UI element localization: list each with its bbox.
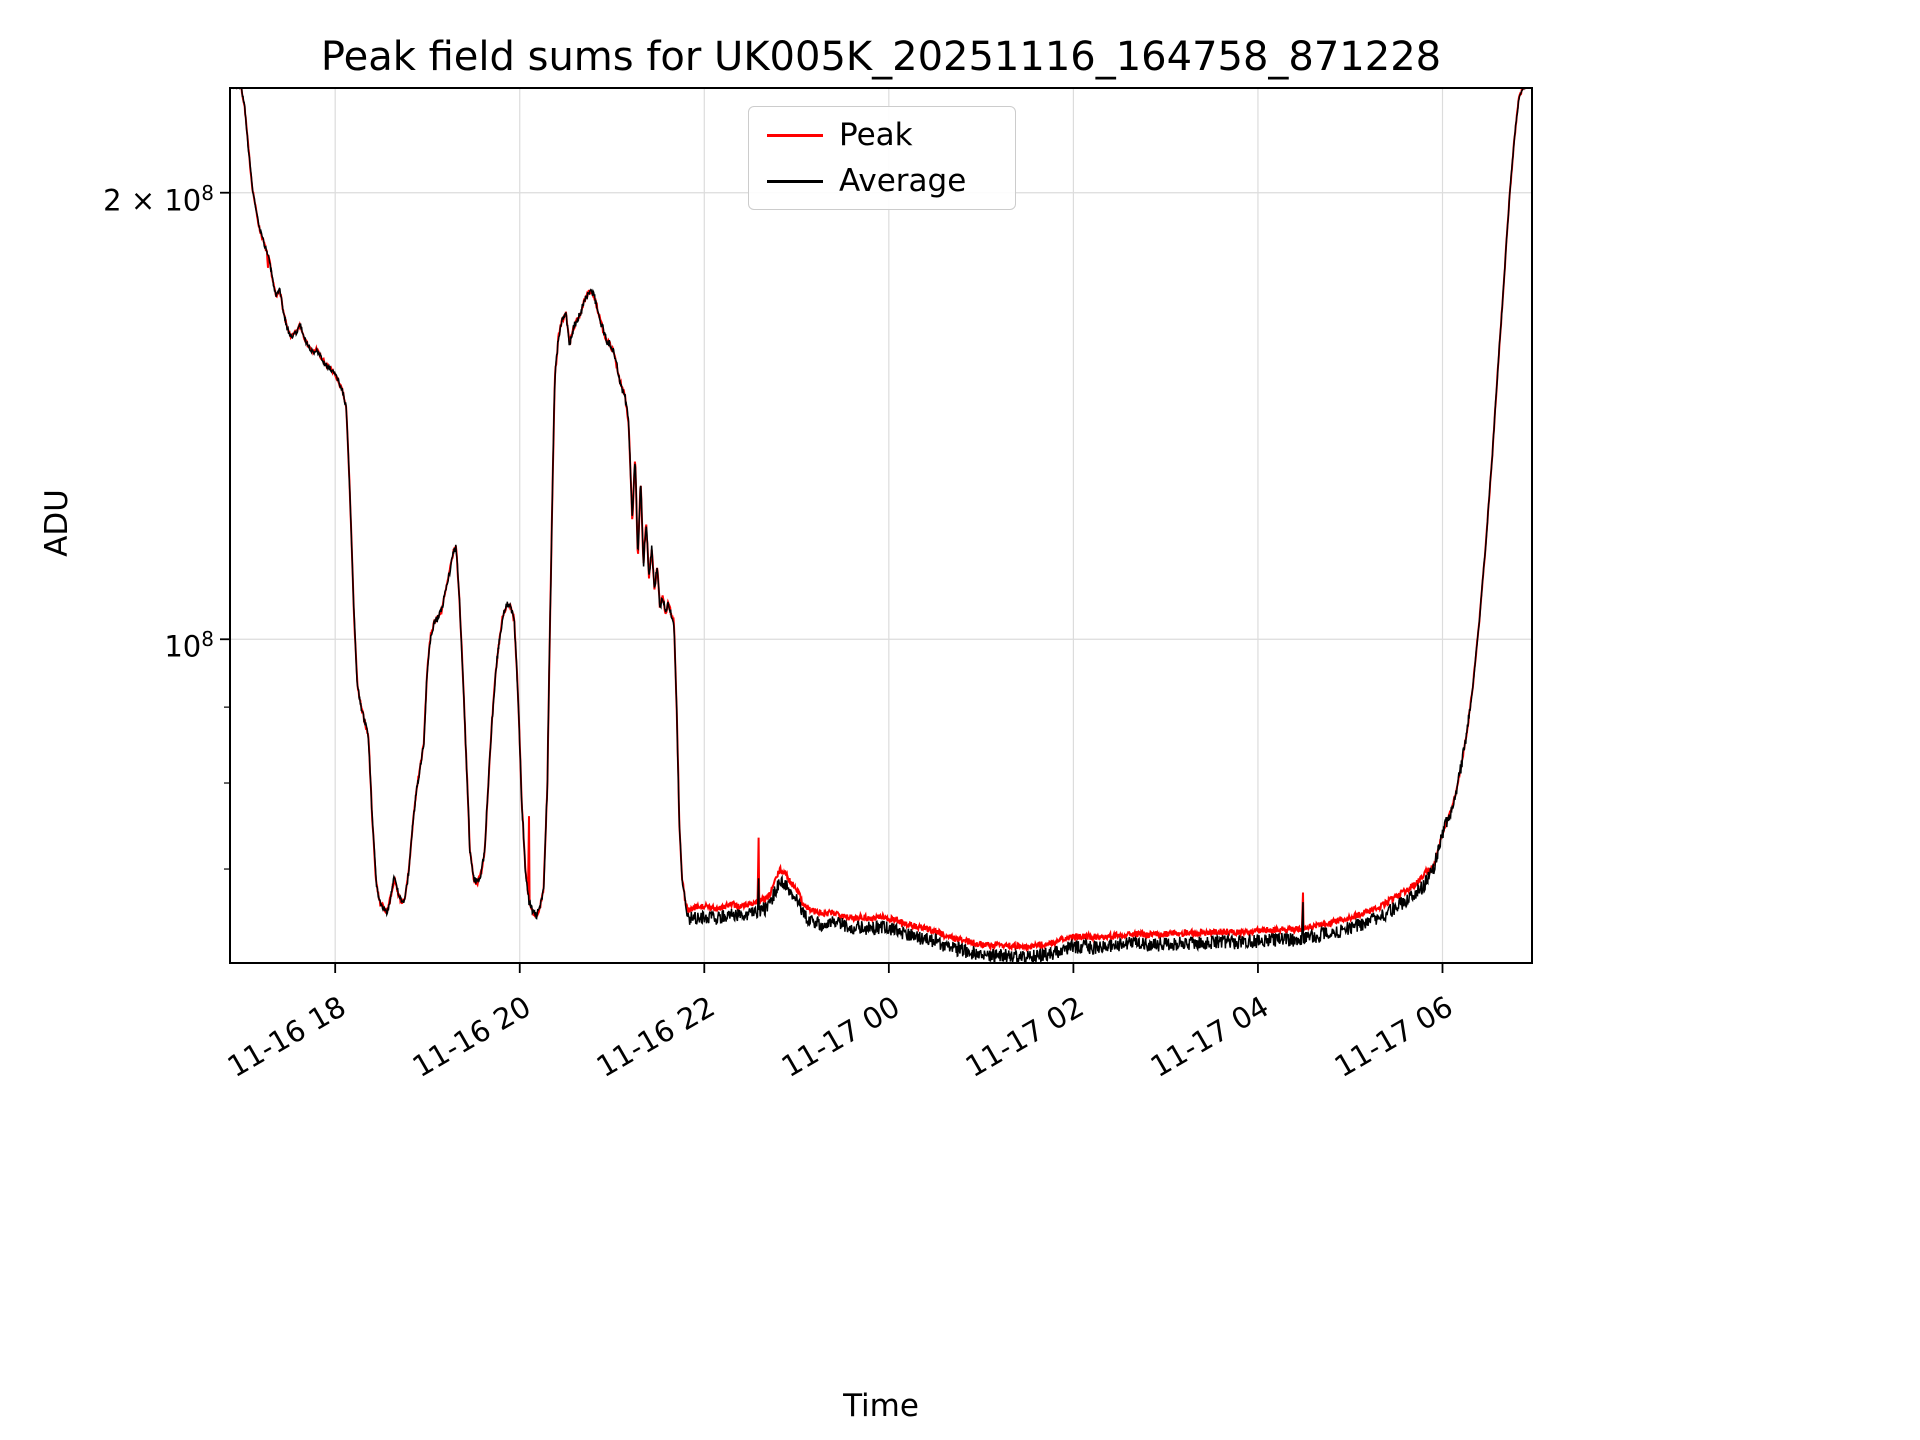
series-peak-line — [230, 88, 1532, 953]
y-axis-label: ADU — [39, 489, 75, 557]
legend-entry-peak: Peak — [767, 117, 1015, 153]
y-tick-label: 2 × 108 — [103, 180, 214, 218]
legend-entry-average: Average — [767, 163, 1015, 199]
legend-label: Peak — [839, 117, 913, 153]
y-tick-label: 108 — [164, 627, 214, 664]
legend: Peak Average — [748, 106, 1016, 210]
series-average-line — [230, 88, 1530, 963]
legend-label: Average — [839, 163, 967, 199]
x-axis-label: Time — [843, 1388, 919, 1424]
legend-line-sample — [767, 179, 823, 183]
chart-title: Peak field sums for UK005K_20251116_1647… — [320, 34, 1442, 80]
legend-line-sample — [767, 133, 823, 137]
axes-spines — [229, 87, 1533, 964]
